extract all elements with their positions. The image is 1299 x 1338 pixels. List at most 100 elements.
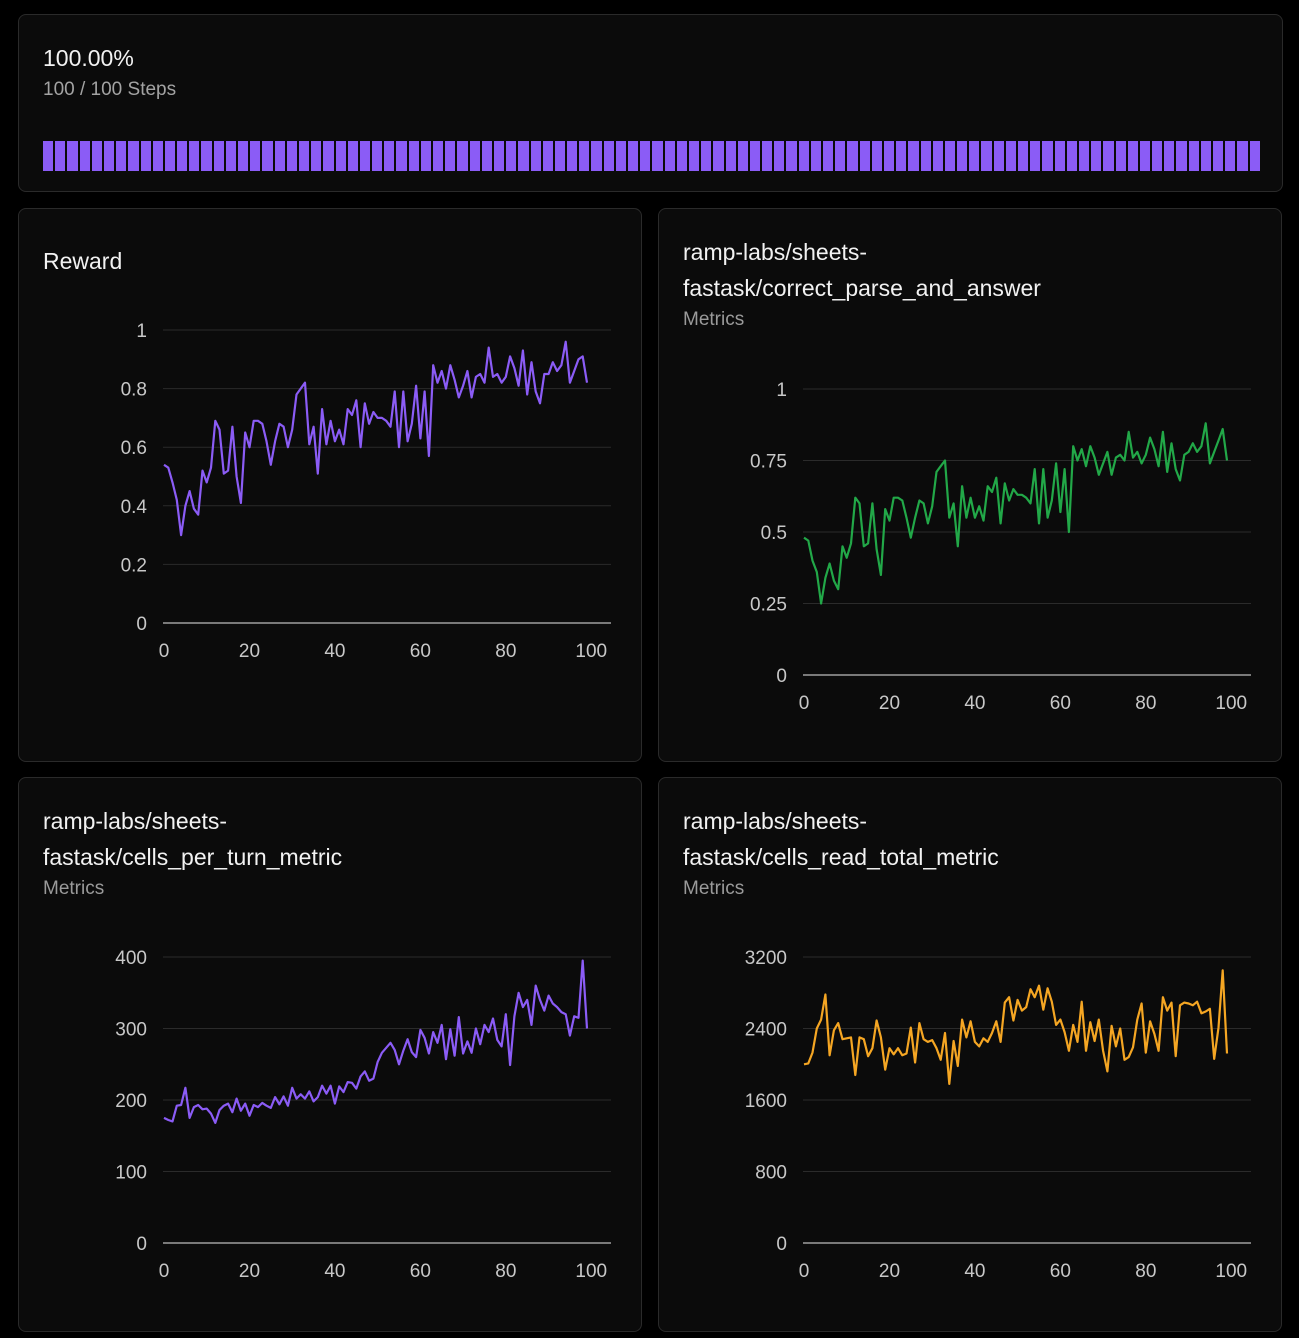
- progress-segment: [1164, 141, 1175, 171]
- y-tick-label: 2400: [745, 1020, 787, 1041]
- progress-segment: [1188, 141, 1199, 171]
- x-tick-label: 0: [799, 693, 810, 714]
- y-tick-label: 0: [776, 1234, 787, 1255]
- y-tick-label: 0.6: [121, 438, 147, 459]
- progress-segment: [274, 141, 285, 171]
- chart-subtitle: Metrics: [683, 309, 745, 330]
- progress-segment: [1018, 141, 1029, 171]
- progress-segment: [1249, 141, 1260, 171]
- x-tick-label: 100: [1215, 1261, 1247, 1282]
- progress-segment: [688, 141, 700, 171]
- progress-segment: [530, 141, 541, 171]
- progress-segment: [810, 141, 821, 171]
- progress-segment: [628, 141, 639, 171]
- progress-segment: [396, 141, 407, 171]
- progress-segment: [944, 141, 956, 171]
- progress-segment: [433, 141, 444, 171]
- progress-segment: [469, 141, 480, 171]
- progress-segment: [189, 141, 200, 171]
- progress-segment: [128, 141, 139, 171]
- progress-segment: [774, 141, 785, 171]
- y-tick-label: 0: [776, 666, 787, 687]
- progress-segment: [1225, 141, 1236, 171]
- y-tick-label: 800: [755, 1163, 787, 1184]
- progress-segment: [1127, 141, 1138, 171]
- series-line: [803, 422, 1229, 605]
- chart-title-line: fastask/cells_per_turn_metric: [43, 844, 343, 870]
- progress-segment: [908, 141, 919, 171]
- progress-segment: [786, 141, 797, 171]
- chart-title-line: ramp-labs/sheets-: [683, 239, 868, 265]
- progress-segment: [883, 141, 895, 171]
- progress-segment: [140, 141, 151, 171]
- progress-segment: [1200, 141, 1211, 171]
- progress-segment: [969, 141, 980, 171]
- progress-segment: [67, 141, 78, 171]
- x-tick-label: 100: [575, 1261, 607, 1282]
- x-tick-label: 40: [964, 1261, 985, 1282]
- progress-segment: [725, 141, 736, 171]
- progress-segment: [871, 141, 882, 171]
- x-tick-label: 80: [1135, 693, 1156, 714]
- progress-segment: [957, 141, 968, 171]
- progress-segment: [177, 141, 188, 171]
- progress-segment: [615, 141, 626, 171]
- progress-segment: [713, 141, 724, 171]
- chart-title: ramp-labs/sheets- fastask/cells_per_turn…: [43, 803, 603, 875]
- progress-segment: [518, 141, 529, 171]
- progress-segment: [493, 141, 505, 171]
- y-tick-label: 400: [115, 948, 147, 969]
- progress-segment: [1042, 141, 1053, 171]
- progress-segment: [359, 141, 371, 171]
- progress-steps: 100 / 100 Steps: [43, 79, 177, 100]
- line-chart: 0 800 1600 2400 3200 0 20 40 60 80 100: [745, 948, 1251, 1282]
- chart-title-line: fastask/correct_parse_and_answer: [683, 275, 1041, 301]
- progress-segment: [835, 141, 846, 171]
- progress-segment: [347, 141, 358, 171]
- chart-subtitle: Metrics: [43, 878, 105, 899]
- progress-segment: [103, 141, 115, 171]
- progress-segment: [250, 141, 261, 171]
- chart-title: Reward: [43, 243, 603, 279]
- progress-segment: [238, 141, 249, 171]
- progress-segment: [737, 141, 748, 171]
- chart-title-line: fastask/cells_read_total_metric: [683, 844, 999, 870]
- y-tick-label: 100: [115, 1163, 147, 1184]
- progress-segment: [1091, 141, 1102, 171]
- x-tick-label: 80: [495, 641, 516, 662]
- progress-segment: [701, 141, 712, 171]
- progress-segment: [762, 141, 773, 171]
- chart-title-line: Reward: [43, 248, 123, 274]
- x-tick-label: 20: [879, 693, 900, 714]
- chart-title: ramp-labs/sheets- fastask/correct_parse_…: [683, 234, 1243, 306]
- progress-segment: [1078, 141, 1090, 171]
- x-tick-label: 0: [799, 1261, 810, 1282]
- progress-segment: [603, 141, 614, 171]
- progress-segment: [1152, 141, 1163, 171]
- progress-segment: [164, 141, 176, 171]
- progress-segment: [920, 141, 931, 171]
- line-chart: 0 0.25 0.5 0.75 1 0 20 40 60 80 100: [750, 380, 1251, 714]
- x-tick-label: 80: [1135, 1261, 1156, 1282]
- x-tick-label: 80: [495, 1261, 516, 1282]
- x-tick-label: 100: [1215, 693, 1247, 714]
- y-tick-label: 1600: [745, 1091, 787, 1112]
- progress-segment: [262, 141, 273, 171]
- x-tick-label: 100: [575, 641, 607, 662]
- cells-read-total-chart-card: ramp-labs/sheets- fastask/cells_read_tot…: [658, 777, 1282, 1332]
- chart-title-line: ramp-labs/sheets-: [43, 808, 228, 834]
- x-tick-label: 60: [410, 641, 431, 662]
- y-tick-label: 300: [115, 1020, 147, 1041]
- progress-segment: [445, 141, 456, 171]
- y-tick-label: 1: [136, 321, 147, 342]
- y-tick-label: 0.4: [121, 497, 148, 518]
- x-tick-label: 40: [964, 693, 985, 714]
- progress-segment: [91, 141, 102, 171]
- y-tick-label: 3200: [745, 948, 787, 969]
- y-tick-label: 0: [136, 614, 147, 635]
- progress-segment: [847, 141, 858, 171]
- progress-segment: [55, 141, 66, 171]
- progress-segment: [652, 141, 663, 171]
- progress-segment: [225, 141, 236, 171]
- progress-segment: [1005, 141, 1016, 171]
